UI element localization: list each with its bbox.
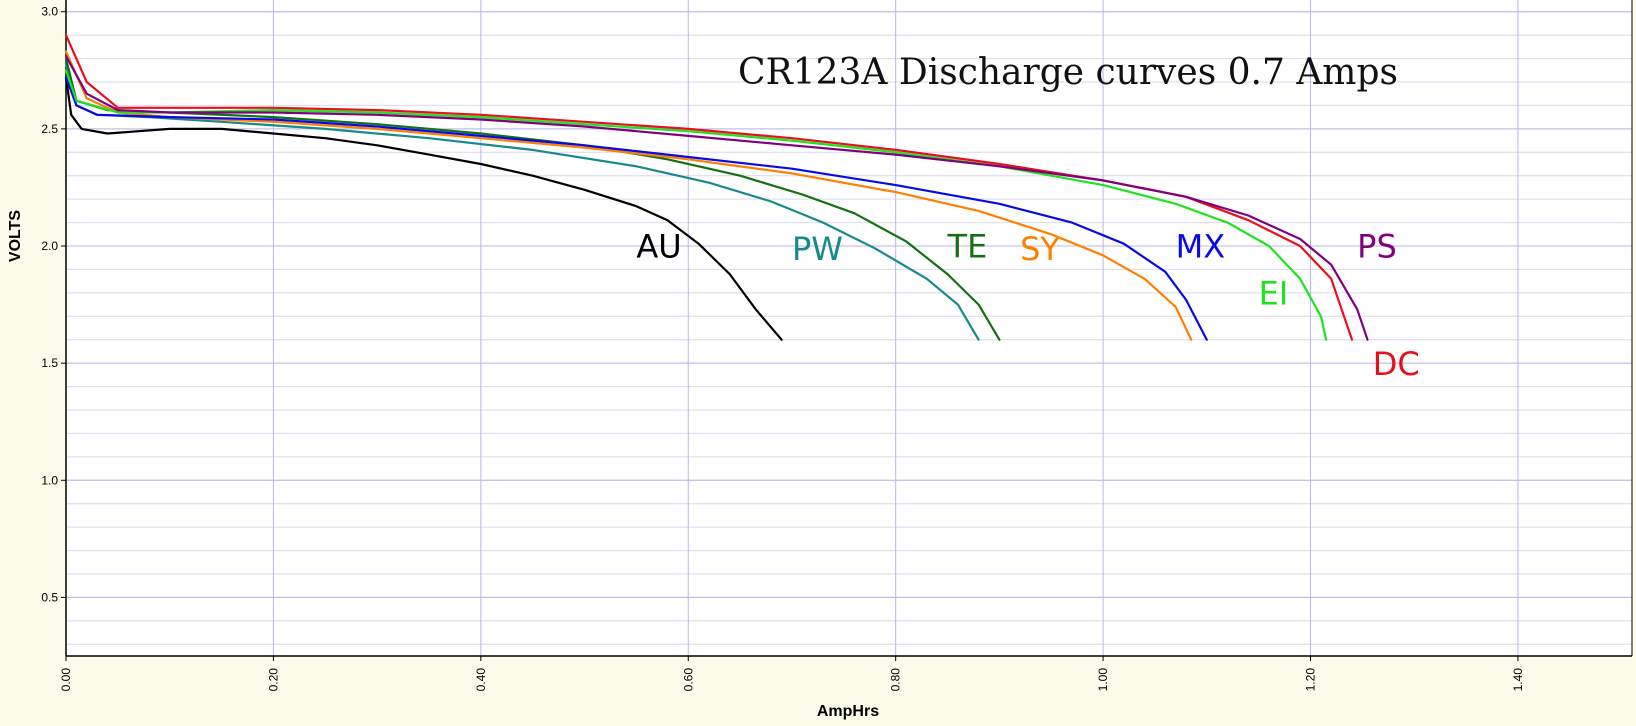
series-lines — [64, 34, 1369, 341]
y-tick-label: 1.0 — [41, 473, 58, 487]
series-line-mx — [64, 76, 1208, 341]
series-line-ps — [64, 55, 1369, 341]
series-labels: AU PW TE SY MX EI PS DC — [636, 228, 1419, 383]
series-label-sy: SY — [1020, 230, 1060, 268]
x-tick-label: 0.40 — [474, 668, 488, 692]
y-tick-label: 0.5 — [41, 590, 58, 604]
series-line-au — [64, 76, 783, 341]
y-tick-label: 1.5 — [41, 356, 58, 370]
x-tick-label: 1.40 — [1511, 668, 1525, 692]
x-tick-label: 1.00 — [1096, 668, 1110, 692]
x-axis-title: AmpHrs — [817, 703, 879, 720]
y-tick-label: 2.0 — [41, 239, 58, 253]
y-axis-title: VOLTS — [7, 210, 24, 262]
series-label-pw: PW — [792, 230, 843, 268]
x-tick-label: 0.20 — [266, 668, 280, 692]
series-line-dc — [64, 34, 1354, 341]
plot-area — [66, 0, 1632, 656]
x-tick-label: 1.20 — [1304, 668, 1318, 692]
y-tick-labels: 0.5 1.0 1.5 2.0 2.5 3.0 — [41, 5, 58, 605]
chart-title: CR123A Discharge curves 0.7 Amps — [738, 52, 1398, 93]
series-label-dc: DC — [1373, 345, 1420, 383]
series-label-ei: EI — [1259, 275, 1289, 313]
x-tick-label: 0.80 — [889, 668, 903, 692]
y-tick-label: 3.0 — [41, 5, 58, 19]
x-tick-label: 0.60 — [681, 668, 695, 692]
series-label-au: AU — [636, 228, 681, 266]
series-label-ps: PS — [1357, 228, 1397, 266]
x-tick-label: 0.00 — [59, 668, 73, 692]
series-label-te: TE — [947, 228, 988, 266]
axes — [61, 0, 1633, 661]
y-tick-label: 2.5 — [41, 122, 58, 136]
series-label-mx: MX — [1176, 228, 1226, 266]
x-tick-labels: 0.00 0.20 0.40 0.60 0.80 1.00 1.20 1.40 — [59, 668, 1525, 692]
